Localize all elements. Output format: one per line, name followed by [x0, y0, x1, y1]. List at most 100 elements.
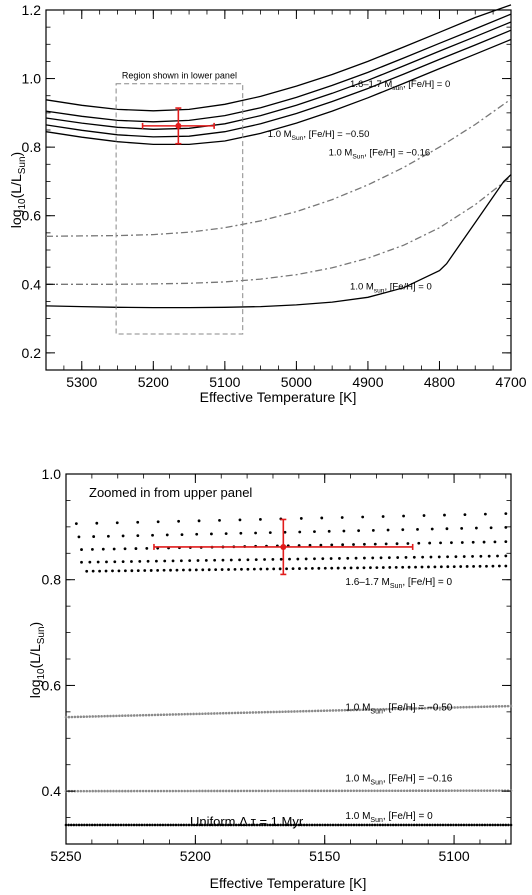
- track-0-dot: [103, 714, 106, 718]
- track-2-dot: [452, 823, 455, 827]
- track-0-dot: [254, 711, 258, 714]
- track-0-dot: [299, 709, 302, 713]
- massive-track-2-dot: [352, 543, 355, 546]
- track-2-dot: [391, 823, 395, 827]
- track-0-dot: [242, 711, 246, 715]
- massive-track-3-dot: [188, 559, 192, 563]
- track-2-dot: [114, 823, 118, 827]
- massive-track-2-dot: [428, 541, 432, 545]
- track-0-dot: [257, 711, 261, 714]
- track-1-dot: [313, 789, 317, 793]
- track-2-dot: [478, 823, 481, 827]
- lower-series-group: [64, 512, 513, 827]
- track-0-dot: [325, 709, 329, 712]
- track-0-dot: [337, 709, 341, 712]
- massive-track-2-dot: [417, 541, 421, 545]
- track-1-dot: [245, 789, 249, 793]
- track-1-dot: [405, 789, 409, 793]
- track-0-dot: [408, 707, 412, 710]
- track-0-dot: [388, 707, 391, 711]
- track-1-dot: [370, 789, 373, 793]
- massive-track-3-dot: [88, 560, 92, 564]
- massive-track-4-dot: [439, 565, 443, 569]
- track-2-dot: [376, 823, 379, 827]
- track-0-dot: [144, 713, 148, 717]
- upper-y-tick-label: 1.2: [22, 2, 42, 18]
- massive-track-4-dot: [310, 567, 314, 570]
- track-0-dot: [100, 714, 103, 718]
- track-2-dot: [67, 823, 70, 827]
- track-1-dot: [305, 789, 308, 793]
- track-0-dot: [248, 711, 252, 714]
- upper-track-line-4: [45, 38, 512, 146]
- track-1-dot: [121, 789, 124, 793]
- massive-track-4-dot: [246, 567, 250, 571]
- massive-track-3-dot: [279, 557, 283, 561]
- track-2-dot: [412, 823, 416, 827]
- track-1-dot: [459, 789, 462, 792]
- upper-track-label-2: 1.0 MSun, [Fe/H] = −0.16: [329, 148, 431, 161]
- track-1-dot: [174, 789, 178, 793]
- massive-track-4-dot: [414, 565, 417, 569]
- massive-track-4-dot: [349, 566, 353, 570]
- upper-y-axis-label: log10(L/LSun): [8, 152, 28, 228]
- track-1-dot: [352, 789, 356, 793]
- track-1-dot: [124, 789, 127, 793]
- upper-panel: Region shown in lower panel 1.6–1.7 Msun…: [8, 2, 527, 405]
- track-1-dot: [127, 789, 130, 793]
- massive-track-0-dot: [299, 517, 303, 520]
- track-1-dot: [414, 789, 418, 793]
- track-1-dot: [281, 789, 284, 793]
- track-0-dot: [129, 714, 133, 717]
- track-2-dot: [187, 823, 191, 827]
- track-2-dot: [507, 823, 510, 827]
- track-1-dot: [491, 789, 495, 792]
- track-1-dot: [319, 789, 323, 793]
- track-0-dot: [302, 709, 305, 713]
- massive-track-4-dot: [265, 567, 269, 571]
- track-2-dot: [368, 823, 371, 827]
- track-2-dot: [182, 823, 186, 827]
- track-1-dot: [444, 789, 448, 792]
- massive-track-4-dot: [420, 565, 424, 569]
- track-0-dot: [382, 707, 385, 711]
- track-1-dot: [438, 789, 442, 792]
- track-0-dot: [426, 706, 430, 710]
- massive-track-1-dot: [195, 532, 199, 536]
- track-0-dot: [465, 705, 468, 709]
- massive-track-4-dot: [362, 566, 366, 570]
- track-2-dot: [198, 823, 201, 827]
- track-1-dot: [260, 789, 264, 793]
- track-0-dot: [441, 706, 445, 710]
- track-2-dot: [397, 823, 400, 827]
- track-1-dot: [132, 789, 136, 793]
- upper-x-tick-label: 5200: [138, 374, 169, 390]
- track-2-dot: [483, 823, 487, 827]
- massive-track-3-dot: [179, 559, 183, 563]
- track-0-dot: [150, 713, 154, 717]
- track-1-dot: [462, 789, 465, 792]
- upper-track-label-0: 1.6–1.7 Msun, [Fe/H] = 0: [350, 79, 450, 92]
- track-1-dot: [156, 789, 160, 793]
- massive-track-2-dot: [439, 541, 442, 545]
- track-0-dot: [201, 712, 204, 716]
- track-0-dot: [305, 709, 308, 713]
- upper-track-line-0: [45, 4, 512, 112]
- track-2-dot: [467, 823, 471, 827]
- massive-track-3-dot: [504, 554, 508, 558]
- track-0-dot: [236, 711, 240, 715]
- track-0-dot: [177, 713, 181, 716]
- massive-track-0-dot: [320, 516, 324, 520]
- track-1-dot: [429, 789, 433, 793]
- track-2-dot: [329, 823, 332, 827]
- track-1-dot: [334, 789, 338, 793]
- track-2-dot: [229, 823, 233, 827]
- massive-track-4-dot: [369, 566, 372, 570]
- massive-track-1-dot: [489, 526, 493, 530]
- massive-track-2-dot: [471, 540, 475, 544]
- upper-x-tick-label: 4800: [424, 374, 455, 390]
- massive-track-4-dot: [227, 568, 230, 571]
- track-2-dot: [124, 823, 128, 827]
- track-1-dot: [423, 789, 427, 793]
